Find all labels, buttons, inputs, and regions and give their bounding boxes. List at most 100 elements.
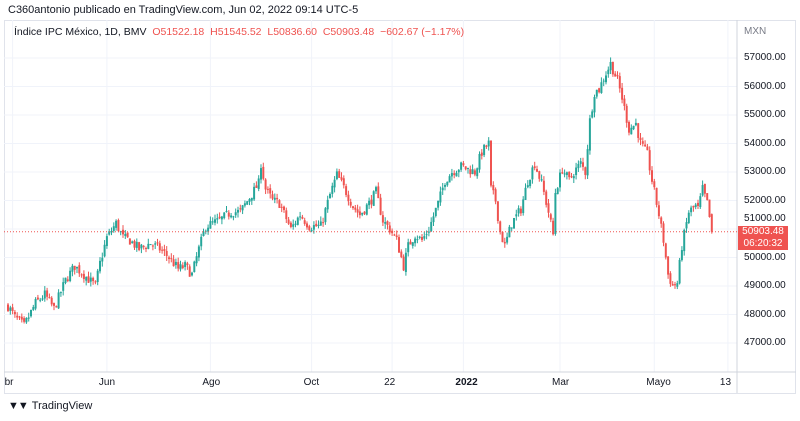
candle-body (593, 96, 596, 113)
candle-body (646, 146, 649, 151)
price-tick-label: 57000.00 (744, 52, 786, 63)
candle-body (216, 218, 219, 220)
candle-body (250, 197, 253, 201)
candle-body (133, 240, 136, 248)
candle-body (195, 256, 198, 264)
candle-body (260, 168, 262, 180)
candle-body (131, 241, 134, 244)
price-tick-label: 48000.00 (744, 308, 786, 320)
candle-body (50, 297, 53, 305)
candle-body (607, 69, 610, 75)
candle-body (361, 212, 364, 215)
candle-body (197, 246, 200, 258)
chart-frame (4, 20, 796, 394)
publisher-line: C360antonio publicado en TradingView.com… (8, 4, 359, 16)
candle-body (487, 140, 490, 147)
candle-body (662, 223, 665, 243)
candle-body (467, 167, 469, 169)
candle-body (262, 166, 265, 179)
candle-body (41, 298, 44, 300)
candle-body (648, 150, 651, 171)
candle-body (202, 231, 205, 237)
candles (7, 57, 713, 324)
candle-body (432, 216, 435, 223)
candle-body (124, 233, 127, 236)
symbol-legend: Índice IPC México, 1D, BMV O51522.18 H51… (14, 26, 464, 38)
last-price-badge: 50903.48 06:20:32 (738, 226, 788, 250)
candle-body (483, 144, 486, 156)
candle-body (632, 125, 635, 130)
candle-body (703, 183, 706, 194)
candle-body (331, 185, 334, 194)
candle-body (170, 258, 173, 260)
price-tick-label: 53000.00 (744, 166, 786, 177)
candle-body (78, 265, 81, 274)
candle-body (218, 216, 221, 219)
candle-body (644, 144, 647, 147)
candle-body (529, 179, 532, 187)
candle-body (333, 179, 336, 188)
candle-body (609, 61, 612, 71)
candle-body (582, 162, 584, 167)
candle-body (655, 187, 658, 205)
candle-body (273, 197, 276, 200)
candle-body (356, 209, 359, 213)
candle-body (370, 199, 373, 205)
candle-body (248, 199, 251, 202)
candle-body (706, 193, 709, 200)
candle-body (271, 194, 274, 199)
candle-body (591, 111, 594, 118)
candle-body (600, 82, 603, 93)
candle-body (492, 185, 495, 191)
candle-body (416, 239, 419, 241)
footer-brand[interactable]: ▼▼ TradingView (8, 400, 92, 412)
candle-body (140, 244, 143, 249)
candle-body (407, 242, 410, 253)
candle-body (628, 121, 630, 133)
candle-body (269, 188, 272, 194)
candle-body (285, 210, 288, 220)
candle-body (480, 152, 483, 156)
candle-body (158, 243, 161, 251)
candle-body (680, 250, 683, 261)
candle-body (55, 306, 58, 308)
candle-body (82, 273, 85, 280)
candle-body (94, 281, 97, 283)
candle-body (579, 161, 582, 164)
candle-body (575, 167, 578, 176)
candle-body (80, 274, 83, 276)
time-tick-label: Oct (303, 377, 320, 388)
candle-body (25, 317, 28, 323)
ohlc-high: H51545.52 (210, 26, 262, 38)
candle-body (547, 203, 550, 213)
candle-body (586, 149, 589, 176)
candle-body (506, 236, 509, 243)
candle-body (154, 243, 157, 245)
candle-body (552, 220, 555, 235)
candle-body (536, 169, 538, 172)
candle-body (568, 171, 571, 178)
candle-body (324, 208, 327, 223)
candle-body (464, 166, 467, 170)
candle-body (651, 170, 653, 182)
candle-body (230, 215, 233, 218)
candle-body (191, 272, 193, 276)
candle-body (177, 262, 180, 269)
candle-body (62, 282, 65, 291)
candle-body (101, 257, 104, 262)
candle-body (255, 185, 258, 188)
grid (4, 20, 737, 372)
price-tick-label: 55000.00 (744, 109, 786, 120)
candle-body (7, 304, 9, 311)
candle-body (151, 245, 154, 247)
price-tick-label: 51000.00 (744, 213, 786, 224)
candle-body (687, 212, 690, 223)
candle-body (669, 273, 672, 284)
candle-body (618, 76, 621, 89)
candle-body (363, 211, 366, 214)
candle-body (577, 163, 580, 169)
candle-body (368, 200, 371, 206)
candle-body (223, 212, 226, 219)
